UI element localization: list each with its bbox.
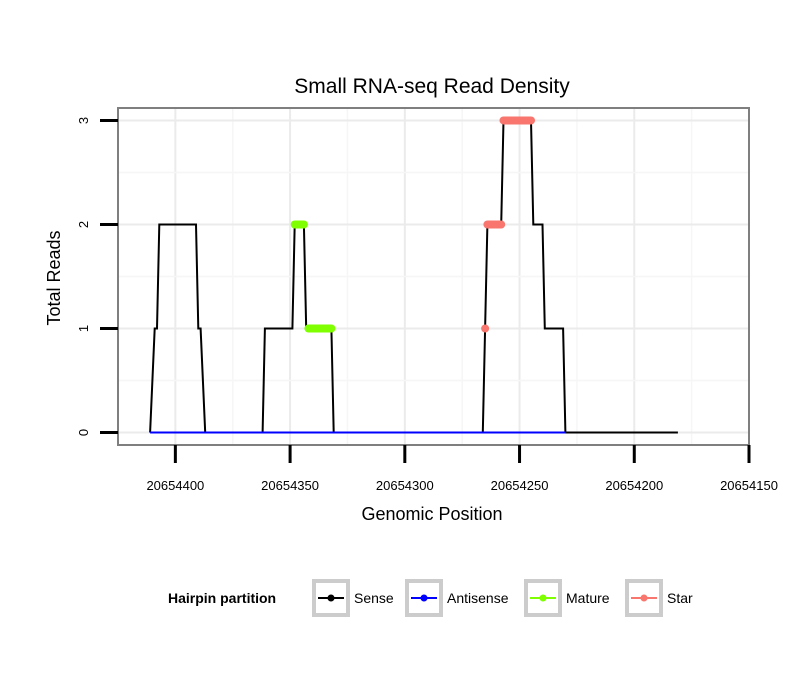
x-tick-label: 20654400 xyxy=(146,478,204,493)
legend-title: Hairpin partition xyxy=(168,590,276,606)
legend-label: Star xyxy=(667,590,693,606)
legend-key-point xyxy=(539,594,547,602)
x-tick-label: 20654300 xyxy=(376,478,434,493)
legend-label: Sense xyxy=(354,590,394,606)
y-tick-label: 3 xyxy=(76,117,91,124)
legend-item-antisense: Antisense xyxy=(405,579,509,617)
legend-item-sense: Sense xyxy=(312,579,394,617)
grid xyxy=(118,108,749,445)
plot-border xyxy=(117,107,750,446)
legend-item-mature: Mature xyxy=(524,579,610,617)
legend-item-star: Star xyxy=(625,579,693,617)
x-axis-title: Genomic Position xyxy=(361,504,502,524)
y-tick-label: 0 xyxy=(76,429,91,436)
legend-key-point xyxy=(640,594,648,602)
y-axis: 0 1 2 3 xyxy=(76,117,118,436)
y-axis-title: Total Reads xyxy=(44,230,64,325)
legend-key-point xyxy=(420,594,428,602)
y-tick-label: 2 xyxy=(76,221,91,228)
x-axis: 20654400 20654350 20654300 20654250 20654200… xyxy=(146,445,778,493)
x-tick-label: 20654200 xyxy=(605,478,663,493)
x-tick-label: 20654250 xyxy=(491,478,549,493)
legend-label: Antisense xyxy=(447,590,509,606)
y-tick-label: 1 xyxy=(76,325,91,332)
legend: Hairpin partition Sense Antisense Mature St… xyxy=(168,579,693,617)
legend-key-box xyxy=(405,579,443,617)
chart-title: Small RNA-seq Read Density xyxy=(294,75,570,98)
legend-label: Mature xyxy=(566,590,610,606)
legend-key-point xyxy=(327,594,335,602)
x-tick-label: 20654350 xyxy=(261,478,319,493)
x-tick-label: 20654150 xyxy=(720,478,778,493)
series-layer xyxy=(149,116,678,434)
